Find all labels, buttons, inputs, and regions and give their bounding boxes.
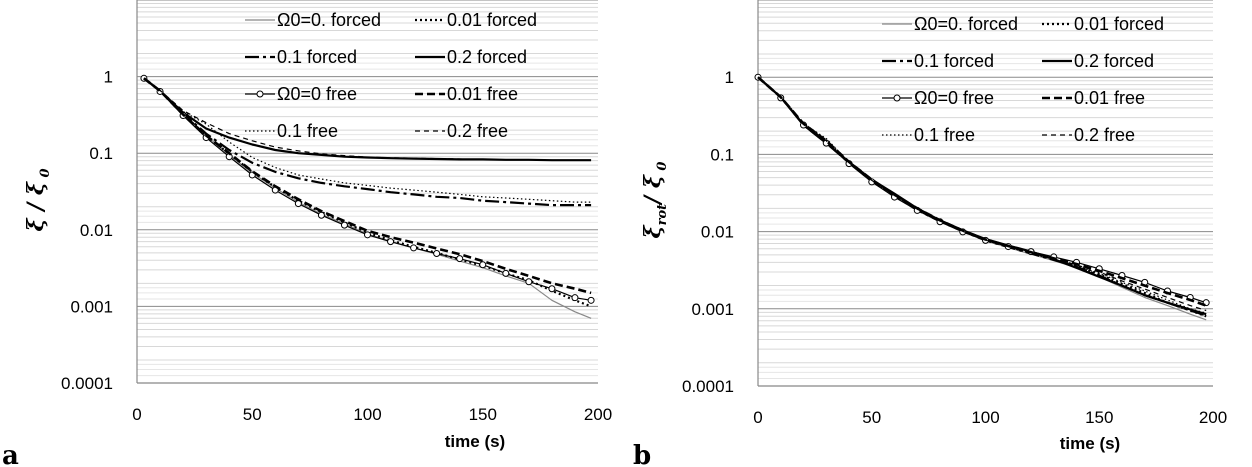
y-tick-label: 0.001 (691, 300, 734, 319)
y-tick-label: 0.1 (89, 144, 113, 163)
data-point (456, 255, 464, 263)
data-point (317, 211, 325, 219)
legend-label: Ω0=0 free (277, 84, 357, 104)
x-tick-label: 0 (753, 408, 762, 427)
series-line (143, 77, 592, 308)
data-point (525, 278, 533, 286)
y-tick-label: 1 (104, 68, 113, 87)
series-line (757, 76, 1207, 316)
legend-label: 0.2 free (447, 121, 508, 141)
series-line (143, 77, 592, 295)
y-tick-label: 0.01 (701, 223, 734, 242)
series-line (143, 77, 592, 162)
y-tick-label: 0.001 (70, 297, 113, 316)
series-line (143, 77, 592, 207)
data-point (571, 294, 579, 302)
x-tick-label: 50 (862, 408, 881, 427)
x-tick-label: 200 (584, 405, 612, 424)
y-tick-label: 0.0001 (682, 377, 734, 396)
legend-label: 0.01 forced (1074, 14, 1164, 34)
series-line (143, 77, 592, 319)
data-point (587, 296, 595, 304)
x-tick-label: 150 (469, 405, 497, 424)
series-line (143, 77, 592, 161)
legend-label: 0.01 forced (447, 10, 537, 30)
legend-marker (256, 90, 264, 98)
y-tick-label: 0.1 (710, 145, 734, 164)
legend-label: 0.2 free (1074, 125, 1135, 145)
data-point (340, 221, 348, 229)
y-tick-label: 0.01 (80, 221, 113, 240)
legend-label: 0.1 free (914, 125, 975, 145)
series-line (757, 76, 1207, 312)
y-tick-label: 1 (725, 68, 734, 87)
panel-label: a (2, 441, 19, 467)
data-point (387, 238, 395, 246)
legend-label: 0.01 free (447, 84, 518, 104)
legend-label: 0.2 forced (447, 47, 527, 67)
data-point (364, 231, 371, 239)
chart-panel-a: 0.0001 0.001 0.01 0.1 1 0 50 100 150 200 time (s) a… (2, 0, 612, 467)
legend-label: 0.1 forced (277, 47, 357, 67)
series-line (757, 76, 1207, 317)
x-axis-label: time (s) (445, 432, 505, 451)
x-tick-label: 100 (971, 408, 999, 427)
series-line (757, 76, 1207, 307)
data-point (479, 261, 487, 269)
x-tick-label: 0 (132, 405, 141, 424)
data-point (502, 269, 510, 277)
x-tick-label: 100 (353, 405, 381, 424)
data-point (548, 285, 556, 293)
legend-label: 0.01 free (1074, 88, 1145, 108)
legend-label: 0.1 forced (914, 51, 994, 71)
x-tick-label: 150 (1085, 408, 1113, 427)
y-axis-label: ξ / ξ 0 (23, 169, 53, 232)
legend: Ω0=0. forced 0.01 forced 0.1 forced 0.2 for… (245, 10, 537, 141)
data-point (433, 250, 441, 258)
x-tick-label: 50 (243, 405, 262, 424)
series-line (757, 76, 1207, 321)
y-tick-label: 0.0001 (61, 374, 113, 393)
y-axis-label: ξrot/ ξ 0 (640, 162, 670, 239)
legend: Ω0=0. forced 0.01 forced 0.1 forced 0.2 for… (882, 14, 1164, 145)
chart-panel-b: 0.0001 0.001 0.01 0.1 1 0 50 100 150 200 time (s) b… (633, 0, 1227, 467)
legend-marker (893, 94, 901, 102)
data-point (410, 244, 418, 252)
legend-label: Ω0=0 free (914, 88, 994, 108)
legend-label: Ω0=0. forced (914, 14, 1018, 34)
series-line (143, 77, 592, 203)
panel-label: b (633, 441, 651, 467)
x-axis-label: time (s) (1060, 434, 1120, 453)
x-tick-label: 200 (1199, 408, 1227, 427)
legend-label: 0.1 free (277, 121, 338, 141)
series-line (757, 76, 1207, 304)
legend-label: 0.2 forced (1074, 51, 1154, 71)
legend-label: Ω0=0. forced (277, 10, 381, 30)
